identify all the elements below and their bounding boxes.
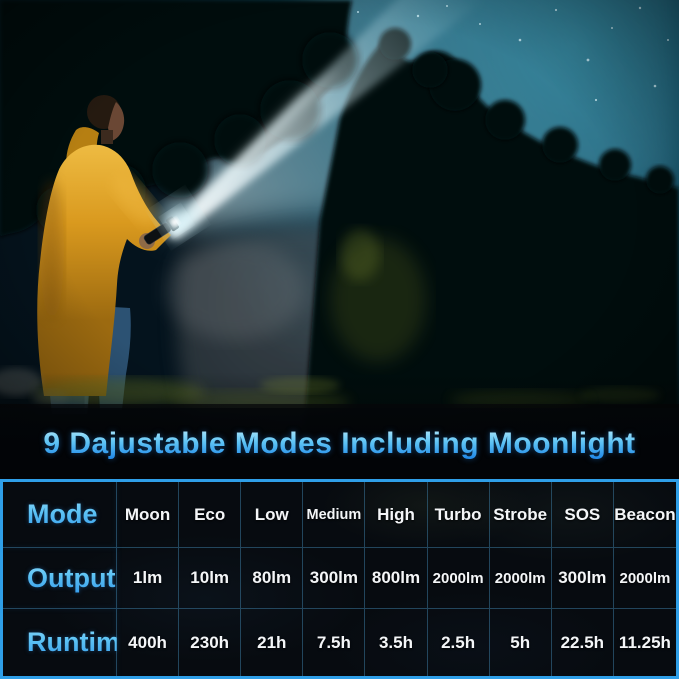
cell-mode-medium: Medium — [303, 482, 366, 548]
cell-output-eco: 10lm — [179, 548, 242, 609]
spec-table: Mode Moon Eco Low Medium High Turbo Stro… — [0, 479, 679, 679]
cell-mode-beacon: Beacon — [613, 482, 676, 548]
cell-mode-sos: SOS — [551, 482, 614, 548]
row-label-runtime: Runtime — [3, 609, 117, 676]
cell-runtime-beacon: 11.25h — [618, 632, 671, 652]
cell-runtime-low: 21h — [241, 609, 304, 676]
cell-runtime-high: 3.5h — [365, 609, 428, 676]
row-label-mode: Mode — [3, 482, 117, 548]
headline-text: 9 Dajustable Modes Including Moonlight — [43, 426, 636, 460]
cell-mode-moon: Moon — [117, 482, 180, 548]
cell-mode-low: Low — [241, 482, 304, 548]
cell-runtime-strobe: 5h — [490, 609, 552, 676]
cell-output-strobe: 2000lm — [489, 548, 552, 609]
cell-output-sos: 300lm — [551, 548, 614, 609]
cell-output-turbo: 2000lm — [427, 548, 490, 609]
cell-mode-eco: Eco — [179, 482, 242, 548]
cell-output-high: 800lm — [365, 548, 428, 609]
cell-mode-strobe: Strobe — [489, 482, 552, 548]
night-photo — [0, 0, 679, 479]
cell-output-low: 80lm — [241, 548, 304, 609]
cell-runtime-medium: 7.5h — [303, 609, 366, 676]
cell-mode-turbo: Turbo — [427, 482, 490, 548]
cell-output-beacon: 2000lm — [613, 548, 676, 609]
vignette — [0, 0, 679, 479]
night-scene — [0, 0, 679, 479]
cell-runtime-moon: 400h — [117, 609, 180, 676]
cell-runtime-eco: 230h — [179, 609, 242, 676]
cell-runtime-sos: 22.5h — [552, 609, 614, 676]
headline-banner: 9 Dajustable Modes Including Moonlight — [0, 408, 679, 479]
cell-output-medium: 300lm — [303, 548, 366, 609]
cell-mode-high: High — [365, 482, 428, 548]
cell-output-moon: 1lm — [117, 548, 180, 609]
cell-runtime-turbo: 2.5h — [428, 609, 490, 676]
row-label-output: Output — [3, 548, 117, 609]
